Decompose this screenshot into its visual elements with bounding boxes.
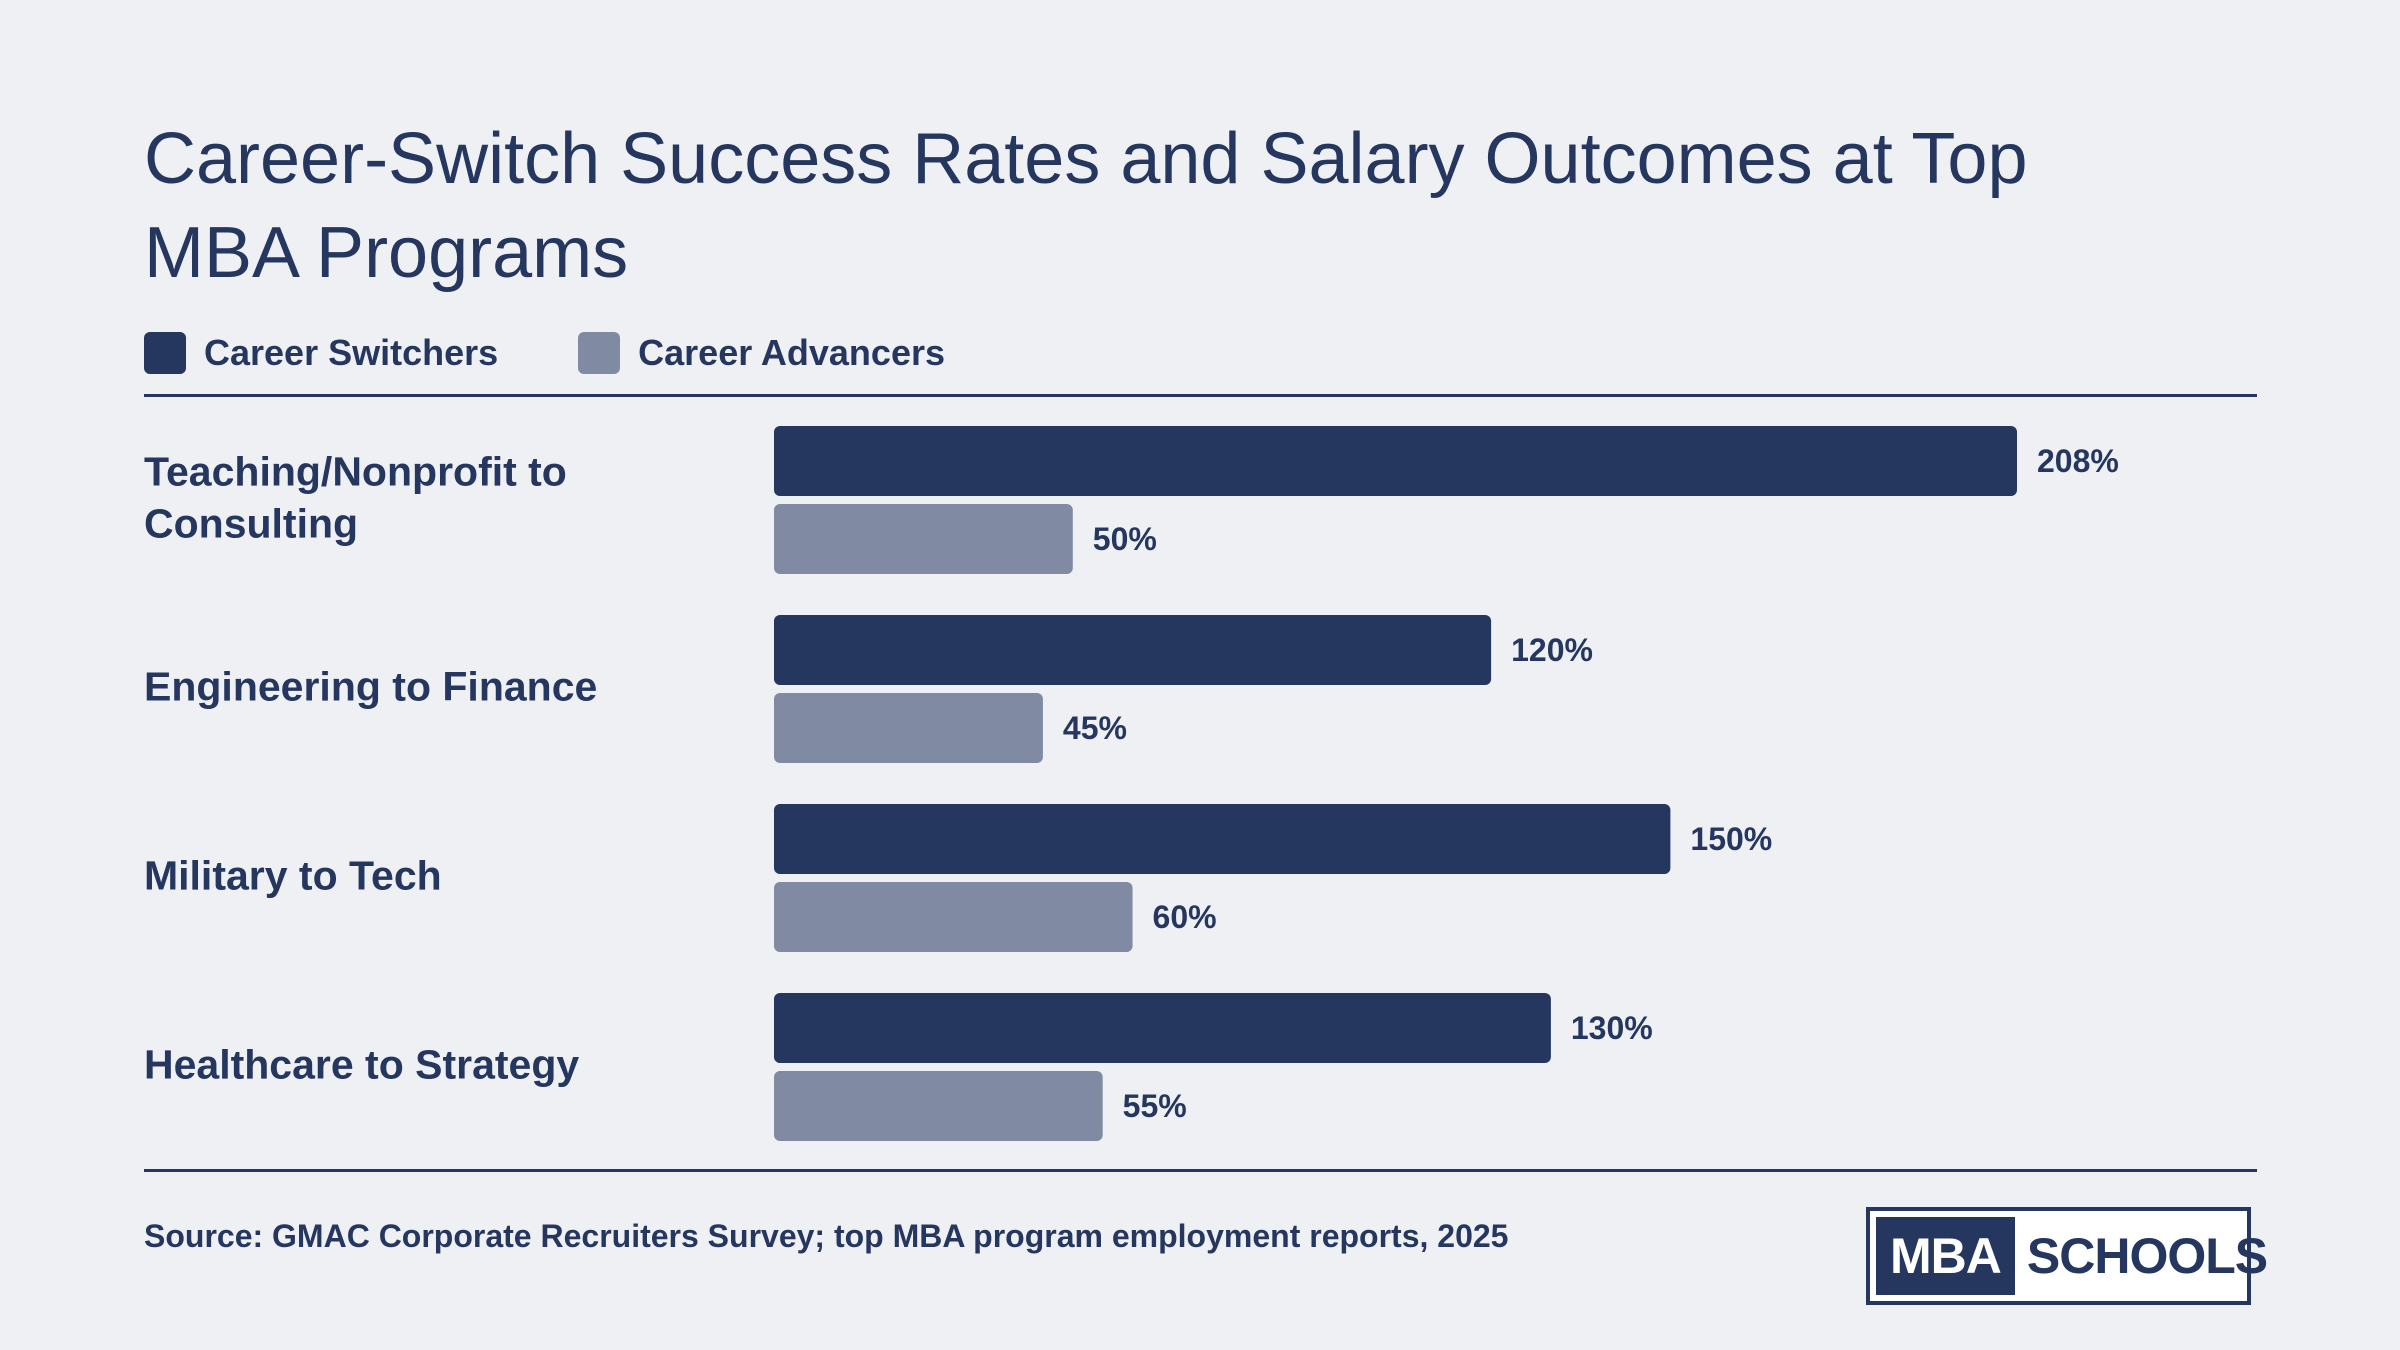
bar-career-switchers-teaching-nonprofit-to-consulting <box>774 426 2017 496</box>
value-label-career-switchers-healthcare-to-strategy: 130% <box>1571 1010 1653 1046</box>
bottom-divider <box>144 1169 2257 1172</box>
bar-career-advancers-engineering-to-finance <box>774 693 1043 763</box>
bar-career-switchers-healthcare-to-strategy <box>774 993 1551 1063</box>
logo-schools-text: SCHOOLS <box>2026 1228 2268 1284</box>
value-label-career-advancers-healthcare-to-strategy: 55% <box>1123 1088 1187 1124</box>
bar-career-advancers-healthcare-to-strategy <box>774 1071 1103 1141</box>
bar-career-switchers-engineering-to-finance <box>774 615 1492 685</box>
value-label-career-switchers-engineering-to-finance: 120% <box>1511 632 1593 668</box>
category-label-teaching-nonprofit-to-consulting: Teaching/Nonprofit to Consulting <box>144 448 567 546</box>
legend-swatch-career-advancers <box>578 332 621 374</box>
logo-mba-text: MBA <box>1876 1217 2015 1295</box>
category-label-healthcare-to-strategy: Healthcare to Strategy <box>144 1041 579 1087</box>
legend: Career Switchers Career Advancers <box>144 330 1025 376</box>
value-label-career-switchers-military-to-tech: 150% <box>1690 821 1772 857</box>
bar-career-advancers-military-to-tech <box>774 882 1133 952</box>
value-label-career-advancers-military-to-tech: 60% <box>1153 899 1217 935</box>
bar-career-advancers-teaching-nonprofit-to-consulting <box>774 504 1073 574</box>
category-label-military-to-tech: Military to Tech <box>144 852 442 898</box>
legend-label-career-advancers: Career Advancers <box>638 332 945 373</box>
legend-item-career-advancers: Career Advancers <box>578 332 945 374</box>
bar-career-switchers-military-to-tech <box>774 804 1671 874</box>
legend-label-career-switchers: Career Switchers <box>204 332 499 373</box>
category-label-engineering-to-finance: Engineering to Finance <box>144 663 597 709</box>
source-note: Source: GMAC Corporate Recruiters Survey… <box>144 1218 1509 1254</box>
mba-schools-logo: MBA SCHOOLS <box>1866 1207 2268 1305</box>
value-label-career-advancers-teaching-nonprofit-to-consulting: 50% <box>1093 521 1157 557</box>
top-divider <box>144 394 2257 397</box>
legend-swatch-career-switchers <box>144 332 186 374</box>
value-label-career-switchers-teaching-nonprofit-to-consulting: 208% <box>2037 443 2119 479</box>
legend-item-career-switchers: Career Switchers <box>144 332 498 374</box>
value-label-career-advancers-engineering-to-finance: 45% <box>1063 710 1127 746</box>
chart-title: Career-Switch Success Rates and Salary O… <box>144 119 2028 293</box>
